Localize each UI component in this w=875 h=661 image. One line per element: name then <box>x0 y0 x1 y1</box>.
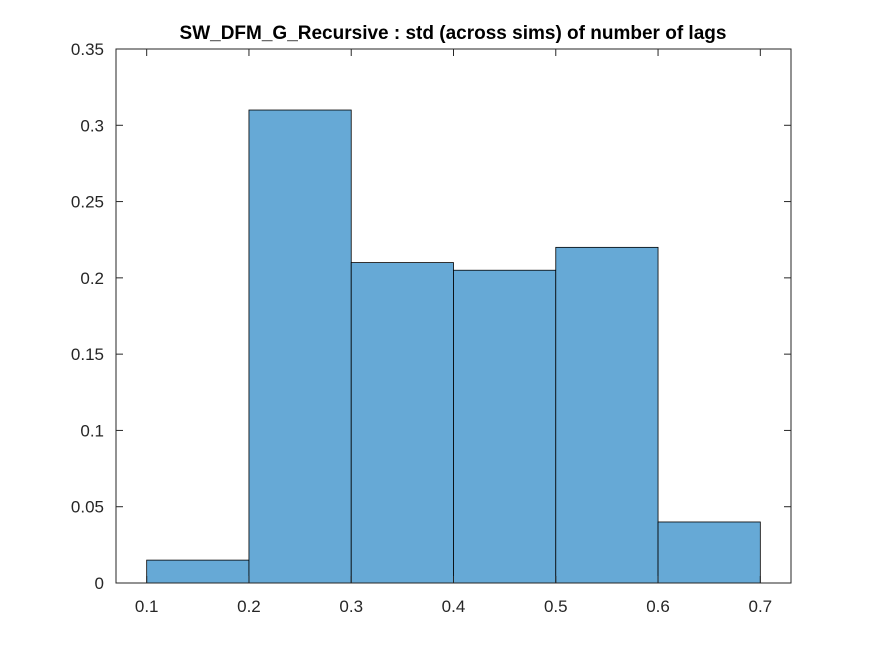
y-tick-label: 0.05 <box>71 498 104 517</box>
histogram-bar <box>248 109 352 584</box>
y-tick-label: 0.35 <box>71 40 104 59</box>
histogram-bar <box>555 246 659 584</box>
y-tick-label: 0.15 <box>71 345 104 364</box>
x-tick-label: 0.4 <box>442 597 466 616</box>
x-tick-label: 0.5 <box>544 597 568 616</box>
x-axis-ticks: 0.1 0.2 0.3 0.4 0.5 0.6 0.7 <box>135 49 772 616</box>
histogram-bar <box>453 269 557 584</box>
histogram-bar <box>657 521 761 584</box>
y-axis-ticks: 0 0.05 0.1 0.15 0.2 0.25 0.3 0.35 <box>71 40 791 593</box>
x-tick-label: 0.3 <box>339 597 363 616</box>
bars-layer <box>146 109 761 584</box>
y-tick-label: 0.3 <box>80 116 104 135</box>
y-tick-label: 0 <box>95 574 104 593</box>
histogram-bar <box>146 559 250 584</box>
chart-title: SW_DFM_G_Recursive : std (across sims) o… <box>180 23 727 44</box>
y-tick-label: 0.25 <box>71 193 104 212</box>
x-tick-label: 0.2 <box>237 597 261 616</box>
histogram-bar <box>350 262 454 584</box>
x-tick-label: 0.7 <box>748 597 772 616</box>
x-tick-label: 0.6 <box>646 597 670 616</box>
y-tick-label: 0.2 <box>80 269 104 288</box>
y-tick-label: 0.1 <box>80 421 104 440</box>
x-tick-label: 0.1 <box>135 597 159 616</box>
